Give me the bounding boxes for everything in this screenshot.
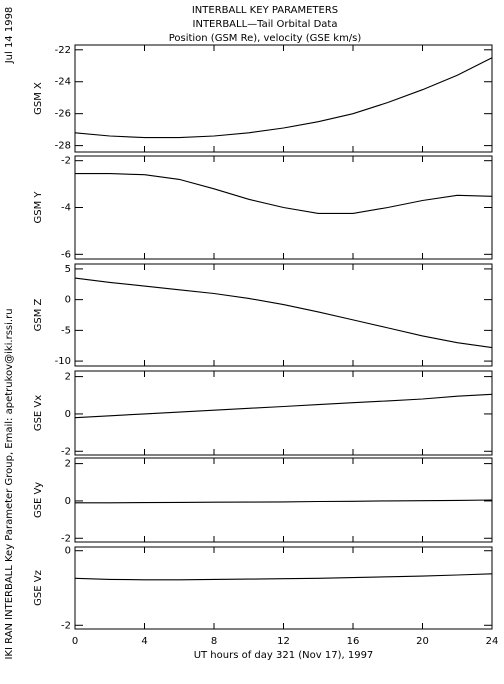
title-line: Position (GSM Re), velocity (GSE km/s) (169, 33, 362, 44)
y-tick-label: -28 (55, 141, 71, 152)
data-line (74, 57, 493, 139)
x-tick-label: 24 (486, 636, 499, 647)
data-line (74, 393, 493, 419)
y-axis-label: GSM Y (33, 191, 44, 224)
data-line (74, 573, 493, 581)
y-tick-label: -2 (61, 533, 71, 544)
y-tick-label: -6 (61, 249, 71, 260)
x-tick-label: 0 (72, 636, 78, 647)
data-line (74, 277, 493, 349)
y-tick-label: -2 (61, 446, 71, 457)
data-line (75, 173, 493, 214)
x-tick-label: 4 (141, 636, 147, 647)
y-tick-label: -10 (55, 356, 71, 367)
y-tick-label: -2 (61, 156, 71, 167)
y-axis-label: GSM Z (33, 298, 44, 331)
x-tick-label: 20 (416, 636, 429, 647)
y-tick-label: 2 (65, 372, 71, 383)
x-axis-label: UT hours of day 321 (Nov 17), 1997 (194, 650, 374, 661)
y-axis-label: GSE Vy (33, 482, 44, 518)
y-tick-label: -24 (55, 77, 71, 88)
panel-frame (74, 44, 493, 153)
panel-frame (74, 370, 493, 456)
y-tick-label: -2 (61, 620, 71, 631)
y-tick-label: 0 (65, 546, 71, 557)
y-tick-label: -4 (61, 203, 71, 214)
credit: IKI RAN INTERBALL Key Parameter Group, E… (4, 308, 15, 659)
y-axis-label: GSE Vz (33, 570, 44, 606)
title-line: INTERBALL KEY PARAMETERS (192, 5, 338, 16)
y-tick-label: 0 (65, 409, 71, 420)
y-tick-label: 0 (65, 496, 71, 507)
date-stamp: Jul 14 1998 (4, 7, 15, 65)
x-tick-label: 12 (277, 636, 290, 647)
x-tick-label: 16 (347, 636, 360, 647)
x-tick-label: 8 (211, 636, 217, 647)
panel-frame (74, 546, 493, 630)
y-tick-label: 0 (65, 295, 71, 306)
y-tick-label: 2 (65, 459, 71, 470)
panel-frame (74, 263, 493, 367)
panel-frame (74, 457, 493, 543)
y-tick-label: -22 (55, 45, 71, 56)
data-line (75, 499, 493, 504)
y-axis-label: GSM X (33, 82, 44, 115)
y-tick-label: -5 (61, 325, 71, 336)
title-line: INTERBALL—Tail Orbital Data (193, 19, 338, 30)
y-tick-label: -26 (55, 109, 71, 120)
y-tick-label: 5 (65, 264, 71, 275)
y-axis-label: GSE Vx (33, 395, 44, 431)
